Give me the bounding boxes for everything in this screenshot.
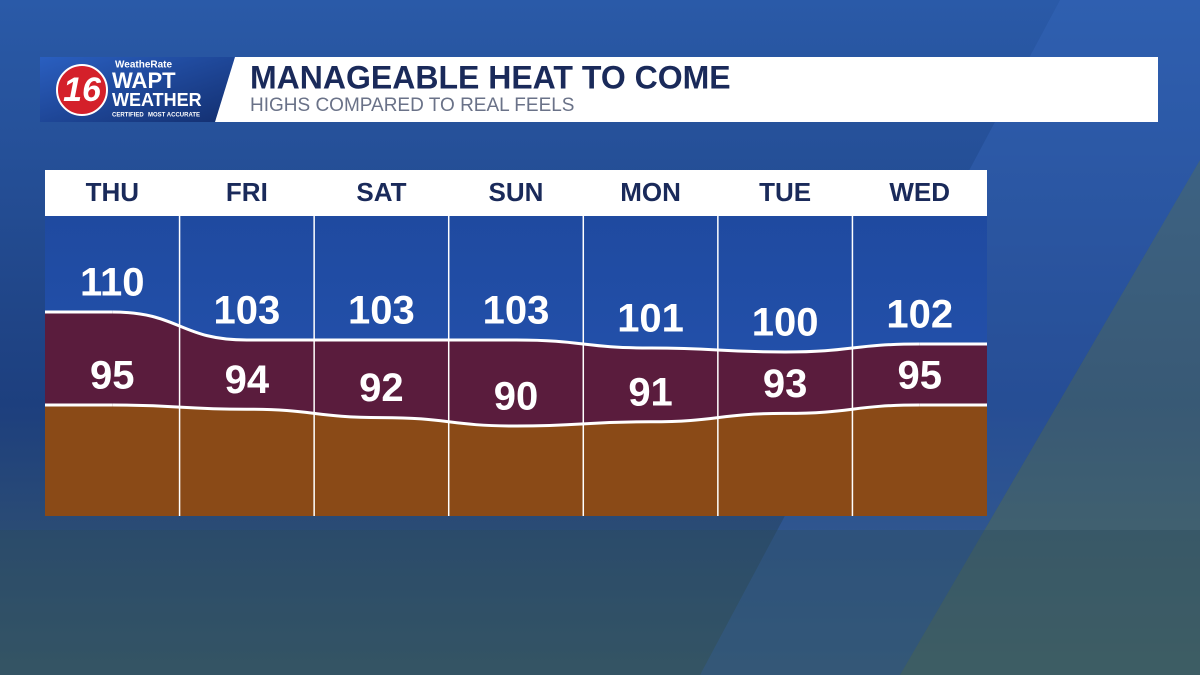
- day-label: SUN: [489, 177, 544, 207]
- logo-station: WAPT: [112, 68, 176, 93]
- day-label: THU: [86, 177, 139, 207]
- value-label: 103: [213, 289, 280, 333]
- value-label: 95: [90, 354, 135, 398]
- value-label: 90: [494, 375, 539, 419]
- value-label: 101: [617, 297, 684, 341]
- day-label: TUE: [759, 177, 811, 207]
- value-label: 110: [80, 261, 145, 305]
- day-label: FRI: [226, 177, 268, 207]
- day-header: [45, 170, 987, 216]
- series-area: [45, 405, 987, 516]
- day-label: SAT: [356, 177, 406, 207]
- logo-badge: CERTIFIED: [112, 113, 144, 119]
- chart-title: MANAGEABLE HEAT TO COME: [250, 59, 731, 95]
- value-label: 103: [348, 289, 415, 333]
- value-label: 91: [628, 370, 673, 414]
- logo-channel: 16: [63, 71, 102, 109]
- logo-badge: MOST ACCURATE: [148, 113, 200, 119]
- day-label: MON: [620, 177, 681, 207]
- chart-subtitle: HIGHS COMPARED TO REAL FEELS: [250, 95, 574, 116]
- logo-circle: [56, 64, 108, 116]
- value-label: 93: [763, 362, 808, 406]
- day-label: WED: [889, 177, 950, 207]
- value-label: 92: [359, 366, 404, 410]
- logo-rating: WeatheRate: [115, 60, 172, 71]
- series-line: [112, 403, 920, 428]
- background-shape: [0, 530, 1200, 675]
- background-shape: [900, 160, 1200, 675]
- logo-brand: WEATHER: [112, 90, 202, 110]
- value-label: 94: [225, 358, 270, 402]
- value-label: 100: [752, 301, 819, 345]
- value-label: 102: [886, 293, 953, 337]
- series-line: [112, 310, 920, 354]
- value-label: 103: [483, 289, 550, 333]
- value-label: 95: [897, 354, 942, 398]
